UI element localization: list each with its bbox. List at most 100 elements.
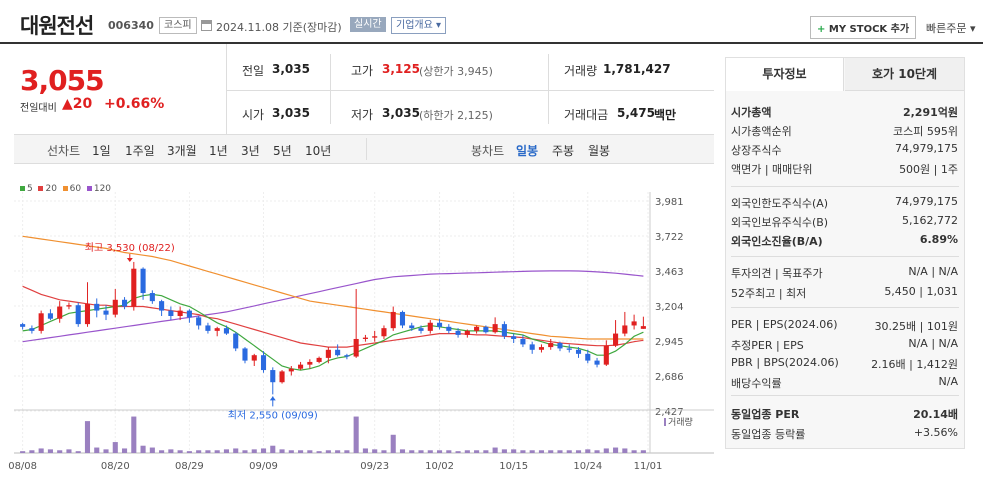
volume-bar <box>631 450 637 453</box>
x-tick-label: 08/20 <box>101 461 130 472</box>
volume-bar <box>205 450 211 453</box>
my-stock-add-button[interactable]: + MY STOCK 추가 <box>810 16 917 39</box>
volume-bar <box>492 447 498 453</box>
info-value: N/A | N/A <box>908 337 958 350</box>
candle-body <box>214 328 220 331</box>
lower-limit: (하한가 2,125) <box>419 109 493 122</box>
info-value: 6.89% <box>919 233 958 246</box>
volume-bar <box>418 450 424 453</box>
candle-body <box>409 325 415 329</box>
period-1y[interactable]: 1년 <box>209 144 228 158</box>
volume-bar <box>575 450 582 453</box>
prev-close-label: 전일 <box>242 64 265 78</box>
calendar-icon <box>201 20 212 31</box>
period-5y[interactable]: 5년 <box>273 144 292 158</box>
x-tick-label: 10/15 <box>499 461 528 472</box>
period-1d[interactable]: 1일 <box>92 144 111 158</box>
period-bar <box>14 134 714 164</box>
candle-monthly[interactable]: 월봉 <box>588 144 611 158</box>
info-value: 20.14배 <box>913 408 958 421</box>
candle-body <box>575 349 582 354</box>
candle-body <box>585 353 591 361</box>
candle-body <box>566 348 572 350</box>
volume-bar <box>520 450 526 453</box>
candle-body <box>84 303 91 325</box>
volume-label: 거래량 <box>564 64 598 78</box>
candle-body <box>260 355 267 371</box>
amount-value: 5,475 <box>617 106 655 120</box>
candle-body <box>529 344 535 350</box>
volume-bar <box>75 451 81 453</box>
quick-order-button[interactable]: 빠른주문 ▾ <box>926 22 976 35</box>
realtime-tag[interactable]: 실시간 <box>350 17 386 32</box>
volume-bar <box>381 450 387 453</box>
high-label: 고가 <box>351 64 374 78</box>
candle-body <box>446 326 452 331</box>
volume-bar <box>47 449 53 453</box>
candle-chart-tab[interactable]: 봉차트 <box>471 144 505 158</box>
x-tick-label: 08/29 <box>175 461 204 472</box>
divider <box>548 54 549 124</box>
period-1w[interactable]: 1주일 <box>125 144 155 158</box>
volume-bar <box>344 450 350 453</box>
candle-weekly[interactable]: 주봉 <box>552 144 575 158</box>
company-overview-button[interactable]: 기업개요 ▾ <box>391 17 446 34</box>
candle-body <box>29 328 35 331</box>
x-tick-label: 08/08 <box>8 461 37 472</box>
info-value: N/A | N/A <box>908 265 958 278</box>
candle-body <box>251 355 257 361</box>
line-chart-tab[interactable]: 선차트 <box>47 144 81 158</box>
tab-investment-info[interactable]: 투자정보 <box>726 58 844 91</box>
low-value: 3,035 <box>382 106 420 120</box>
candle-body <box>594 360 600 365</box>
y-tick-label: 3,204 <box>655 302 684 313</box>
period-3m[interactable]: 3개월 <box>167 144 197 158</box>
chart-legend: 5 20 60 120 <box>20 184 111 194</box>
volume-bar <box>29 450 35 453</box>
candle-body <box>186 310 192 318</box>
current-price: 3,055 <box>20 64 105 97</box>
tab-orderbook[interactable]: 호가 10단계 <box>845 58 964 91</box>
legend-swatch <box>62 186 68 191</box>
panel-divider <box>731 186 959 187</box>
volume-bar <box>251 449 257 453</box>
candle-body <box>233 333 239 349</box>
candle-body <box>418 328 424 331</box>
volume-bar <box>603 448 609 453</box>
info-label: 시가총액순위 <box>731 125 792 138</box>
candle-body <box>557 343 563 349</box>
volume-bar <box>316 451 322 453</box>
candle-body <box>316 357 322 362</box>
candle-body <box>474 326 480 331</box>
volume-bar <box>511 449 517 453</box>
open-label: 시가 <box>242 108 265 122</box>
ma60-line <box>22 235 644 340</box>
info-label: 투자의견 | 목표주가 <box>731 267 823 280</box>
amount-unit: 백만 <box>654 108 677 122</box>
price-chart[interactable]: 3,981 3,722 3,463 3,204 2,945 2,686 2,427 08/08… <box>0 190 714 486</box>
volume-bar <box>298 450 304 453</box>
prev-close-value: 3,035 <box>272 62 310 76</box>
volume-bar <box>196 450 202 453</box>
x-tick-label: 11/01 <box>634 461 663 472</box>
stock-header <box>0 0 983 44</box>
legend-ma20: 20 <box>45 184 57 194</box>
candle-body <box>121 299 128 307</box>
info-label: 액면가 | 매매단위 <box>731 163 813 176</box>
candle-body <box>288 368 294 372</box>
candle-body <box>548 343 554 348</box>
volume-bar <box>159 450 165 453</box>
candle-body <box>631 321 637 326</box>
volume-bar <box>335 450 341 453</box>
info-value: 5,162,772 <box>902 214 958 227</box>
candle-body <box>622 325 628 334</box>
period-3y[interactable]: 3년 <box>241 144 260 158</box>
candle-body <box>613 333 619 346</box>
period-10y[interactable]: 10년 <box>305 144 332 158</box>
high-arrow-head <box>126 257 133 262</box>
volume-bar <box>112 442 118 453</box>
candle-daily[interactable]: 일봉 <box>516 144 539 158</box>
candle-body <box>353 338 359 357</box>
panel-divider <box>731 307 959 308</box>
divider <box>226 90 714 91</box>
